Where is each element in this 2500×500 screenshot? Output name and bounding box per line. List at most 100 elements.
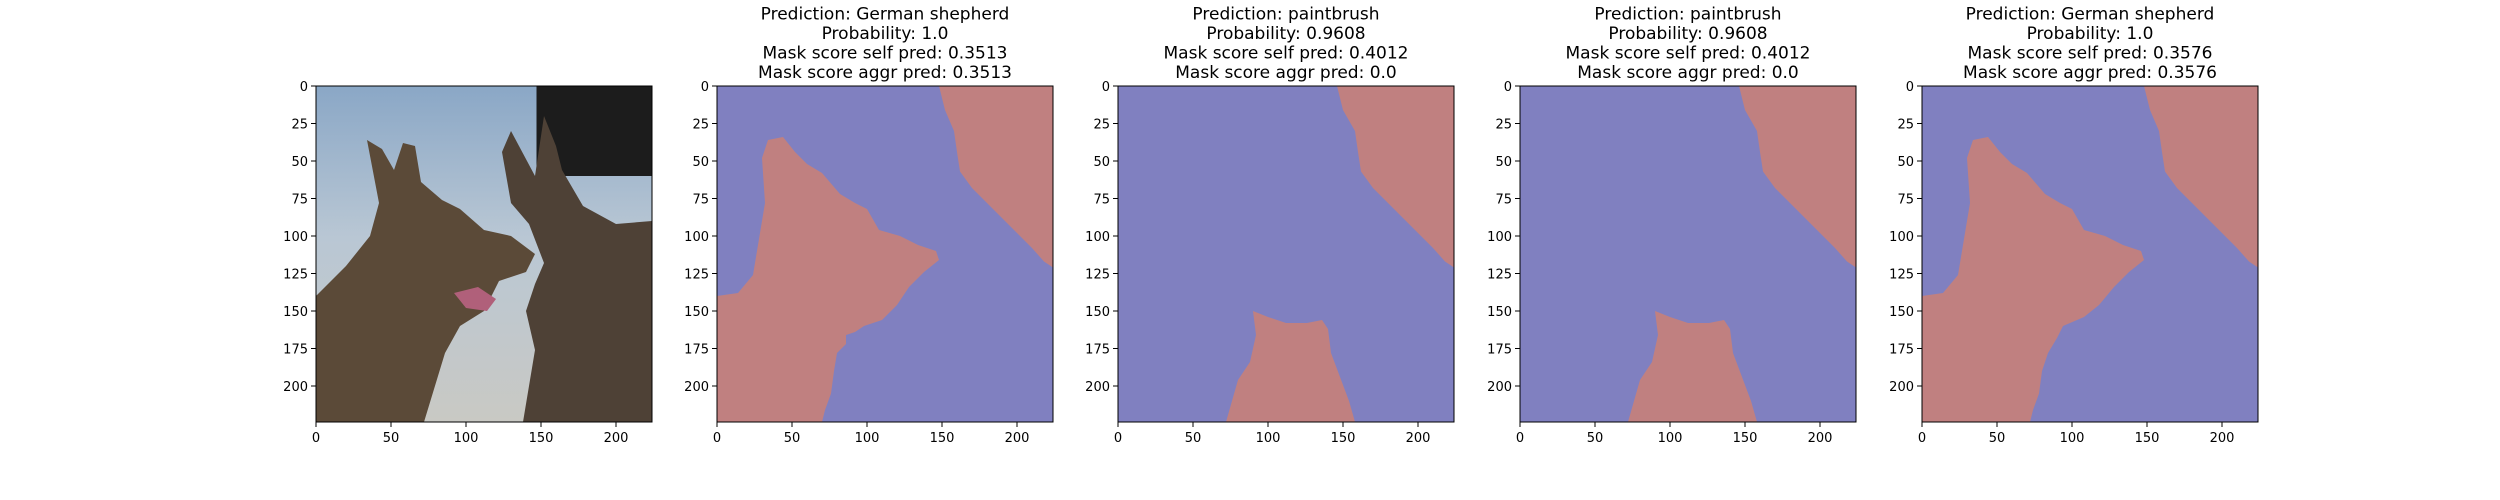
y-tick-label: 200 (1085, 380, 1110, 395)
y-tick-label: 50 (692, 155, 709, 170)
y-tick-label: 100 (1889, 230, 1914, 245)
y-tick-label: 100 (1487, 230, 1512, 245)
subplot-title-line: Probability: 1.0 (822, 24, 949, 44)
x-tick-label: 150 (930, 431, 955, 446)
y-tick-label: 100 (1085, 230, 1110, 245)
x-tick-label: 150 (1733, 431, 1758, 446)
subplot-title-line: Probability: 0.9608 (1608, 24, 1767, 44)
subplot-3: 0 50 100 150 200 0 25 50 75 100 125 150 175 200 Predic… (1085, 5, 1455, 446)
subplot-title-line: Prediction: paintbrush (1594, 5, 1781, 25)
subplot-title-line: Mask score self pred: 0.4012 (1164, 44, 1409, 64)
mask-region-1 (1628, 311, 1757, 422)
mask-region-1 (1226, 311, 1355, 422)
x-tick-label: 200 (2210, 431, 2235, 446)
axes-frame (1519, 85, 1857, 423)
x-tick-label: 50 (383, 431, 400, 446)
x-tick-label: 100 (454, 431, 479, 446)
right-dog (502, 116, 652, 422)
y-tick-label: 200 (283, 380, 308, 395)
y-tick-label: 50 (1495, 155, 1512, 170)
y-tick-label: 0 (1504, 80, 1512, 95)
y-tick-label: 175 (1487, 343, 1512, 358)
x-tick-label: 50 (784, 431, 801, 446)
x-tick-label: 50 (1185, 431, 1202, 446)
mask-region-1 (717, 137, 939, 422)
y-tick-label: 125 (1889, 268, 1914, 283)
subplot-2: 0 50 100 150 200 0 25 50 75 100 125 150 175 200 Predic… (684, 5, 1054, 446)
y-tick-label: 150 (684, 305, 709, 320)
y-tick-label: 100 (283, 230, 308, 245)
y-tick-label: 0 (1102, 80, 1110, 95)
x-tick-label: 200 (1005, 431, 1030, 446)
y-tick-label: 175 (1085, 343, 1110, 358)
x-tick-label: 100 (1658, 431, 1683, 446)
y-tick-label: 125 (684, 268, 709, 283)
y-tick-label: 75 (1495, 193, 1512, 208)
subplot-title-line: Mask score aggr pred: 0.0 (1175, 63, 1397, 83)
y-tick-label: 175 (684, 343, 709, 358)
x-tick-label: 50 (1989, 431, 2006, 446)
x-tick-label: 0 (1918, 431, 1926, 446)
y-tick-label: 150 (1085, 305, 1110, 320)
x-tick-label: 200 (1406, 431, 1431, 446)
x-tick-label: 150 (1331, 431, 1356, 446)
x-tick-label: 100 (1256, 431, 1281, 446)
y-tick-label: 0 (701, 80, 709, 95)
y-tick-label: 200 (1487, 380, 1512, 395)
y-tick-label: 150 (283, 305, 308, 320)
subplot-title-line: Probability: 0.9608 (1206, 24, 1365, 44)
subplot-1: 0 50 100 150 200 0 25 50 75 100 125 150 175 200 (283, 80, 653, 446)
y-tick-label: 50 (1093, 155, 1110, 170)
subplot-title-line: Mask score self pred: 0.4012 (1566, 44, 1811, 64)
subplot-title-line: Prediction: German shepherd (1966, 5, 2215, 25)
x-tick-label: 0 (1114, 431, 1122, 446)
axes-frame (1117, 85, 1455, 423)
y-tick-label: 75 (291, 193, 308, 208)
x-tick-label: 50 (1587, 431, 1604, 446)
y-tick-label: 125 (1085, 268, 1110, 283)
subplot-5: 0 50 100 150 200 0 25 50 75 100 125 150 175 200 Predic… (1889, 5, 2259, 446)
mask-region-0 (2144, 86, 2258, 268)
subplot-title-line: Mask score aggr pred: 0.3576 (1963, 63, 2217, 83)
y-tick-label: 75 (692, 193, 709, 208)
subplot-title-line: Mask score self pred: 0.3513 (763, 44, 1008, 64)
y-tick-label: 200 (684, 380, 709, 395)
dog-tongue (454, 287, 496, 311)
x-tick-label: 0 (1516, 431, 1524, 446)
x-tick-label: 200 (604, 431, 629, 446)
y-tick-label: 50 (1897, 155, 1914, 170)
x-tick-label: 100 (2060, 431, 2085, 446)
y-tick-label: 0 (1906, 80, 1914, 95)
y-tick-label: 25 (1495, 118, 1512, 133)
y-tick-label: 150 (1889, 305, 1914, 320)
y-tick-label: 175 (283, 343, 308, 358)
x-tick-label: 0 (713, 431, 721, 446)
mask-region-0 (1337, 86, 1454, 268)
axes-frame (716, 85, 1054, 423)
y-tick-label: 125 (283, 268, 308, 283)
y-tick-label: 25 (692, 118, 709, 133)
subplot-title-line: Prediction: paintbrush (1192, 5, 1379, 25)
x-tick-label: 150 (2135, 431, 2160, 446)
mask-region-1 (1922, 137, 2144, 422)
y-tick-label: 175 (1889, 343, 1914, 358)
mask-region-0 (939, 86, 1053, 268)
y-tick-label: 125 (1487, 268, 1512, 283)
subplot-title-line: Mask score self pred: 0.3576 (1968, 44, 2213, 64)
axes-frame (1921, 85, 2259, 423)
y-tick-label: 150 (1487, 305, 1512, 320)
y-tick-label: 75 (1093, 193, 1110, 208)
x-tick-label: 100 (855, 431, 880, 446)
y-tick-label: 200 (1889, 380, 1914, 395)
y-tick-label: 100 (684, 230, 709, 245)
subplot-title-line: Mask score aggr pred: 0.3513 (758, 63, 1012, 83)
mask-region-0 (1739, 86, 1856, 268)
x-tick-label: 0 (312, 431, 320, 446)
y-tick-label: 25 (1093, 118, 1110, 133)
subplot-title-line: Mask score aggr pred: 0.0 (1577, 63, 1799, 83)
y-tick-label: 25 (291, 118, 308, 133)
left-dog (316, 140, 535, 422)
y-tick-label: 25 (1897, 118, 1914, 133)
subplot-title-line: Prediction: German shepherd (761, 5, 1010, 25)
